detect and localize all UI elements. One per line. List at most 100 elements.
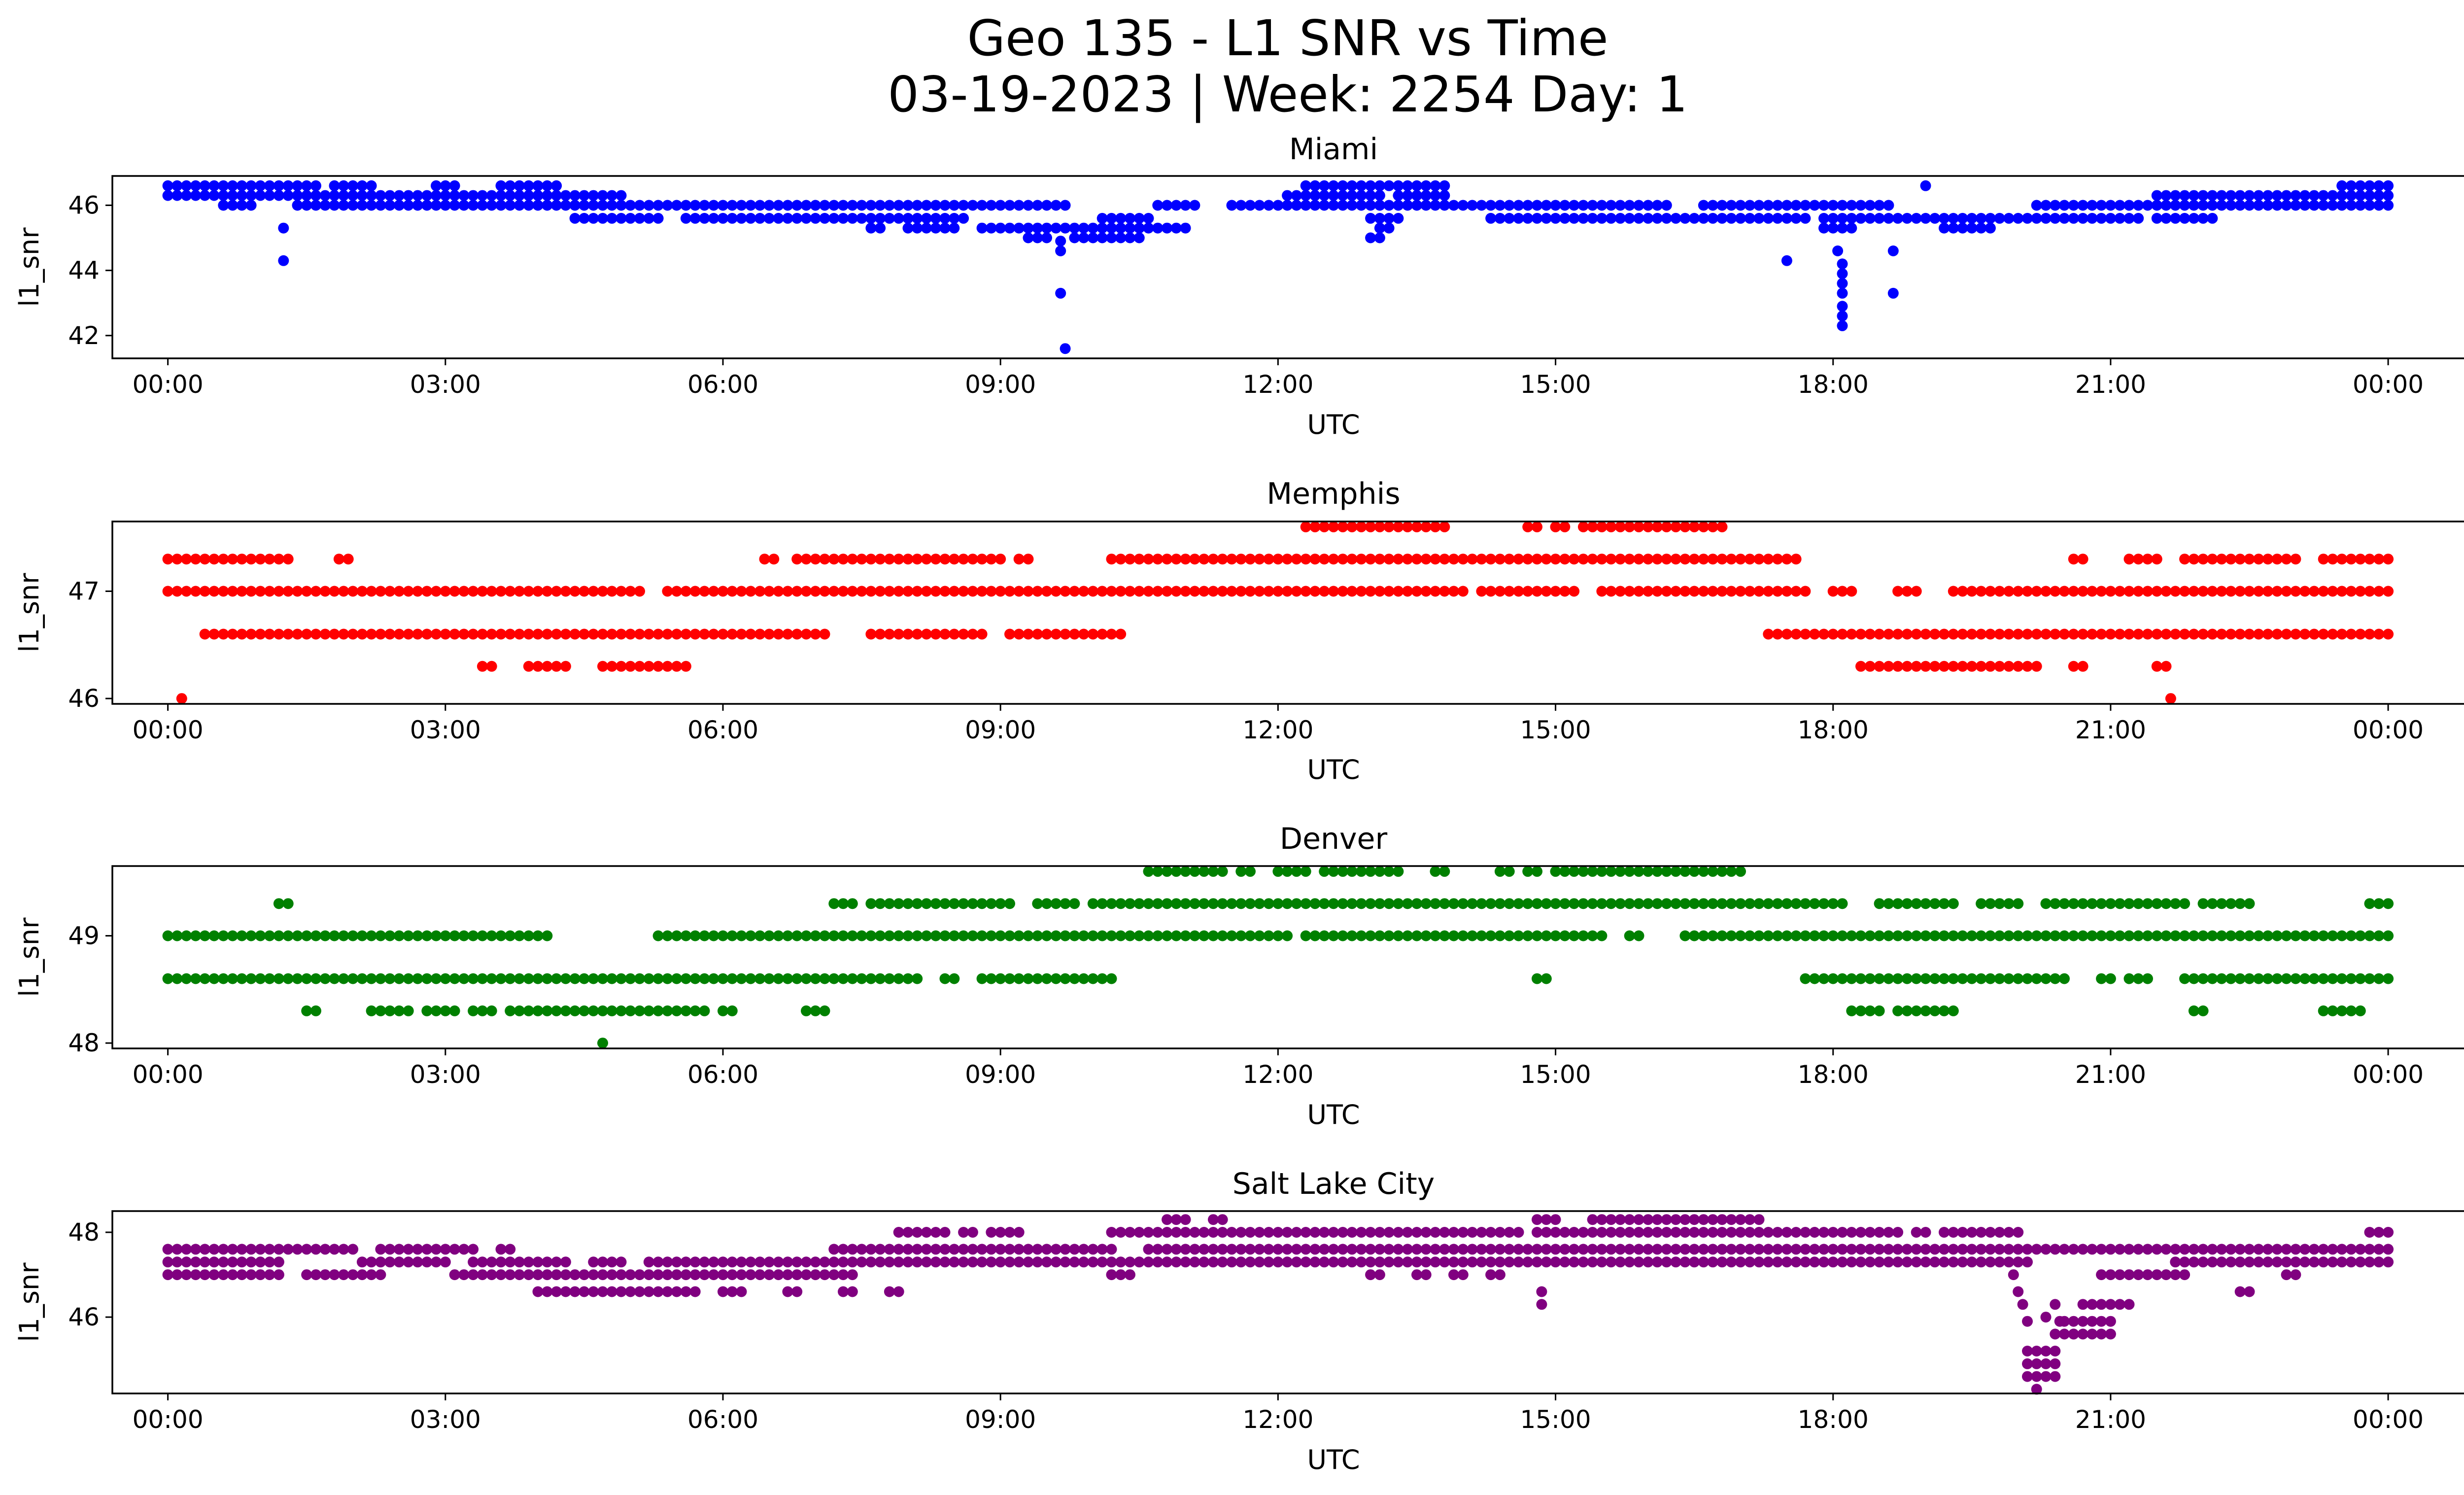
data-point-salt-lake-city-537 <box>2271 1256 2283 1268</box>
data-point-memphis-585 <box>671 661 683 672</box>
data-point-memphis-216 <box>486 586 497 597</box>
data-point-miami-125 <box>2188 190 2199 201</box>
data-point-memphis-447 <box>560 628 571 640</box>
data-point-memphis-531 <box>2031 628 2042 640</box>
data-point-memphis-321 <box>1485 586 1497 597</box>
data-point-denver-279 <box>1013 930 1025 941</box>
data-point-salt-lake-city-391 <box>782 1256 793 1268</box>
data-point-denver-638 <box>597 1038 608 1049</box>
data-point-denver-210 <box>273 930 284 941</box>
data-point-denver-558 <box>2197 973 2209 984</box>
data-point-miami-338 <box>2299 200 2311 211</box>
data-point-salt-lake-city-438 <box>1217 1256 1228 1268</box>
data-point-denver-418 <box>2364 930 2375 941</box>
data-point-denver-399 <box>2188 930 2199 941</box>
data-point-salt-lake-city-96 <box>1643 1227 1654 1238</box>
data-point-memphis-128 <box>1559 554 1571 565</box>
data-point-salt-lake-city-309 <box>2123 1244 2135 1255</box>
data-point-miami-155 <box>329 200 340 211</box>
data-point-denver-401 <box>2207 930 2218 941</box>
data-point-denver-366 <box>1883 930 1894 941</box>
data-point-salt-lake-city-443 <box>1263 1256 1274 1268</box>
data-point-memphis-436 <box>458 628 470 640</box>
data-point-memphis-25 <box>1624 521 1635 532</box>
data-point-memphis-208 <box>412 586 423 597</box>
data-point-memphis-227 <box>588 586 599 597</box>
data-point-memphis-586 <box>680 661 691 672</box>
data-point-salt-lake-city-608 <box>782 1269 793 1281</box>
data-point-salt-lake-city-455 <box>1374 1256 1385 1268</box>
data-point-denver-215 <box>319 930 331 941</box>
data-point-salt-lake-city-706 <box>2031 1384 2042 1395</box>
data-point-miami-41 <box>1383 180 1395 191</box>
data-point-denver-98 <box>1282 898 1293 909</box>
data-point-denver-499 <box>884 973 895 984</box>
data-point-salt-lake-city-388 <box>754 1256 766 1268</box>
data-point-salt-lake-city-270 <box>1763 1244 1774 1255</box>
data-point-denver-78 <box>1096 898 1108 909</box>
data-point-miami-486 <box>995 222 1006 234</box>
data-point-miami-28 <box>523 180 534 191</box>
data-point-memphis-71 <box>949 554 960 565</box>
data-point-miami-151 <box>292 200 303 211</box>
data-point-miami-452 <box>1985 212 1996 224</box>
data-point-miami-217 <box>902 200 914 211</box>
data-point-denver-92 <box>1226 898 1237 909</box>
data-point-denver-578 <box>2383 973 2394 984</box>
data-point-denver-349 <box>1726 930 1737 941</box>
data-point-salt-lake-city-11 <box>1615 1214 1626 1225</box>
data-point-miami-176 <box>523 200 534 211</box>
data-point-memphis-442 <box>514 628 525 640</box>
data-point-memphis-236 <box>689 586 701 597</box>
data-point-salt-lake-city-42 <box>1133 1227 1145 1238</box>
data-point-salt-lake-city-687 <box>2105 1328 2116 1340</box>
data-point-miami-137 <box>2299 190 2311 201</box>
data-point-miami-69 <box>301 190 312 201</box>
data-point-salt-lake-city-65 <box>1346 1227 1358 1238</box>
data-point-denver-61 <box>912 898 923 909</box>
data-point-memphis-188 <box>227 586 238 597</box>
data-point-salt-lake-city-575 <box>477 1269 488 1281</box>
data-point-denver-353 <box>1763 930 1774 941</box>
data-point-salt-lake-city-430 <box>1143 1256 1154 1268</box>
data-point-salt-lake-city-239 <box>1476 1244 1487 1255</box>
data-point-miami-159 <box>366 200 377 211</box>
data-point-denver-100 <box>1300 898 1311 909</box>
data-point-memphis-211 <box>440 586 451 597</box>
data-point-memphis-234 <box>671 586 683 597</box>
data-point-denver-468 <box>597 973 608 984</box>
data-point-miami-83 <box>431 190 442 201</box>
data-point-salt-lake-city-45 <box>1162 1227 1173 1238</box>
data-point-miami-363 <box>726 212 738 224</box>
data-point-salt-lake-city-14 <box>1643 1214 1654 1225</box>
data-point-denver-264 <box>875 930 886 941</box>
data-point-denver-292 <box>1133 930 1145 941</box>
data-point-miami-58 <box>199 190 210 201</box>
data-point-salt-lake-city-40 <box>1115 1227 1127 1238</box>
data-point-memphis-575 <box>551 661 562 672</box>
data-point-memphis-162 <box>2197 554 2209 565</box>
data-point-miami-505 <box>1170 222 1182 234</box>
data-point-denver-278 <box>1004 930 1015 941</box>
data-point-salt-lake-city-501 <box>1800 1256 1811 1268</box>
x-tick-label-memphis-6: 18:00 <box>1798 716 1869 744</box>
data-point-salt-lake-city-224 <box>1337 1244 1348 1255</box>
data-point-denver-227 <box>431 930 442 941</box>
data-point-miami-154 <box>319 200 331 211</box>
data-point-denver-622 <box>1864 1005 1876 1016</box>
data-point-denver-489 <box>791 973 803 984</box>
data-point-memphis-17 <box>1532 521 1542 532</box>
data-point-denver-548 <box>2040 973 2052 984</box>
data-point-memphis-44 <box>236 554 247 565</box>
data-point-denver-130 <box>1577 898 1589 909</box>
data-point-miami-194 <box>689 200 701 211</box>
data-point-miami-536 <box>1055 287 1066 299</box>
data-point-memphis-327 <box>1540 586 1552 597</box>
data-point-memphis-568 <box>2373 628 2385 640</box>
data-point-salt-lake-city-563 <box>301 1269 312 1281</box>
data-point-denver-263 <box>865 930 877 941</box>
data-point-memphis-448 <box>569 628 581 640</box>
data-point-denver-176 <box>2068 898 2079 909</box>
data-point-denver-141 <box>1679 898 1691 909</box>
